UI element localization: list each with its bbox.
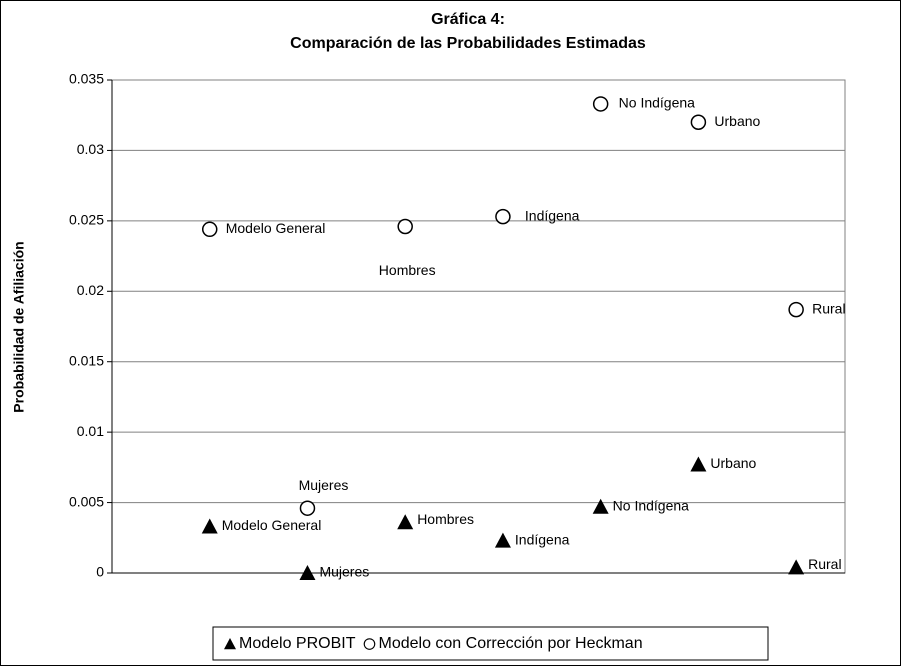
point-label: Indígena — [525, 207, 580, 223]
point-label: Hombres — [417, 511, 474, 527]
point-label: Mujeres — [319, 564, 369, 580]
y-tick-label: 0.015 — [69, 352, 104, 368]
legend — [212, 626, 769, 661]
triangle-marker — [201, 518, 218, 534]
y-axis-label: Probabilidad de Afiliación — [11, 241, 27, 412]
circle-marker — [495, 208, 511, 225]
point-label: Rural — [808, 556, 841, 572]
circle-marker — [690, 114, 707, 131]
chart-title: Gráfica 4: — [431, 11, 505, 28]
y-tick-label: 0.02 — [77, 282, 104, 298]
point-label: Hombres — [379, 262, 436, 278]
point-label: Urbano — [714, 113, 760, 129]
circle-marker — [363, 638, 376, 650]
triangle-marker — [494, 532, 511, 548]
point-label: No Indígena — [613, 498, 689, 514]
point-label: Modelo General — [226, 220, 326, 236]
circle-marker — [592, 96, 609, 112]
circle-marker — [201, 221, 218, 238]
point-label: Rural — [812, 300, 845, 316]
point-label: Mujeres — [299, 477, 349, 493]
chart-title: Comparación de las Probabilidades Estima… — [290, 35, 646, 52]
point-label: Urbano — [710, 455, 756, 471]
y-tick-label: 0 — [96, 564, 104, 580]
y-tick-label: 0.005 — [69, 493, 104, 509]
triangle-marker — [592, 498, 609, 514]
point-label: No Indígena — [619, 95, 695, 111]
y-tick-label: 0.03 — [77, 141, 104, 157]
triangle-marker — [224, 638, 236, 650]
legend-label: Modelo PROBIT — [239, 635, 356, 652]
legend-label: Modelo con Corrección por Heckman — [378, 635, 642, 652]
y-tick-label: 0.01 — [77, 423, 104, 439]
point-label: Indígena — [515, 531, 570, 547]
y-tick-label: 0.025 — [69, 212, 104, 228]
plot-area — [111, 79, 846, 574]
triangle-marker — [690, 456, 707, 472]
triangle-marker — [788, 559, 805, 575]
point-label: Modelo General — [222, 517, 322, 533]
circle-marker — [397, 218, 413, 235]
triangle-marker — [299, 565, 316, 580]
circle-marker — [299, 500, 316, 516]
y-tick-label: 0.035 — [69, 71, 104, 87]
circle-marker — [788, 301, 804, 318]
triangle-marker — [397, 514, 414, 530]
